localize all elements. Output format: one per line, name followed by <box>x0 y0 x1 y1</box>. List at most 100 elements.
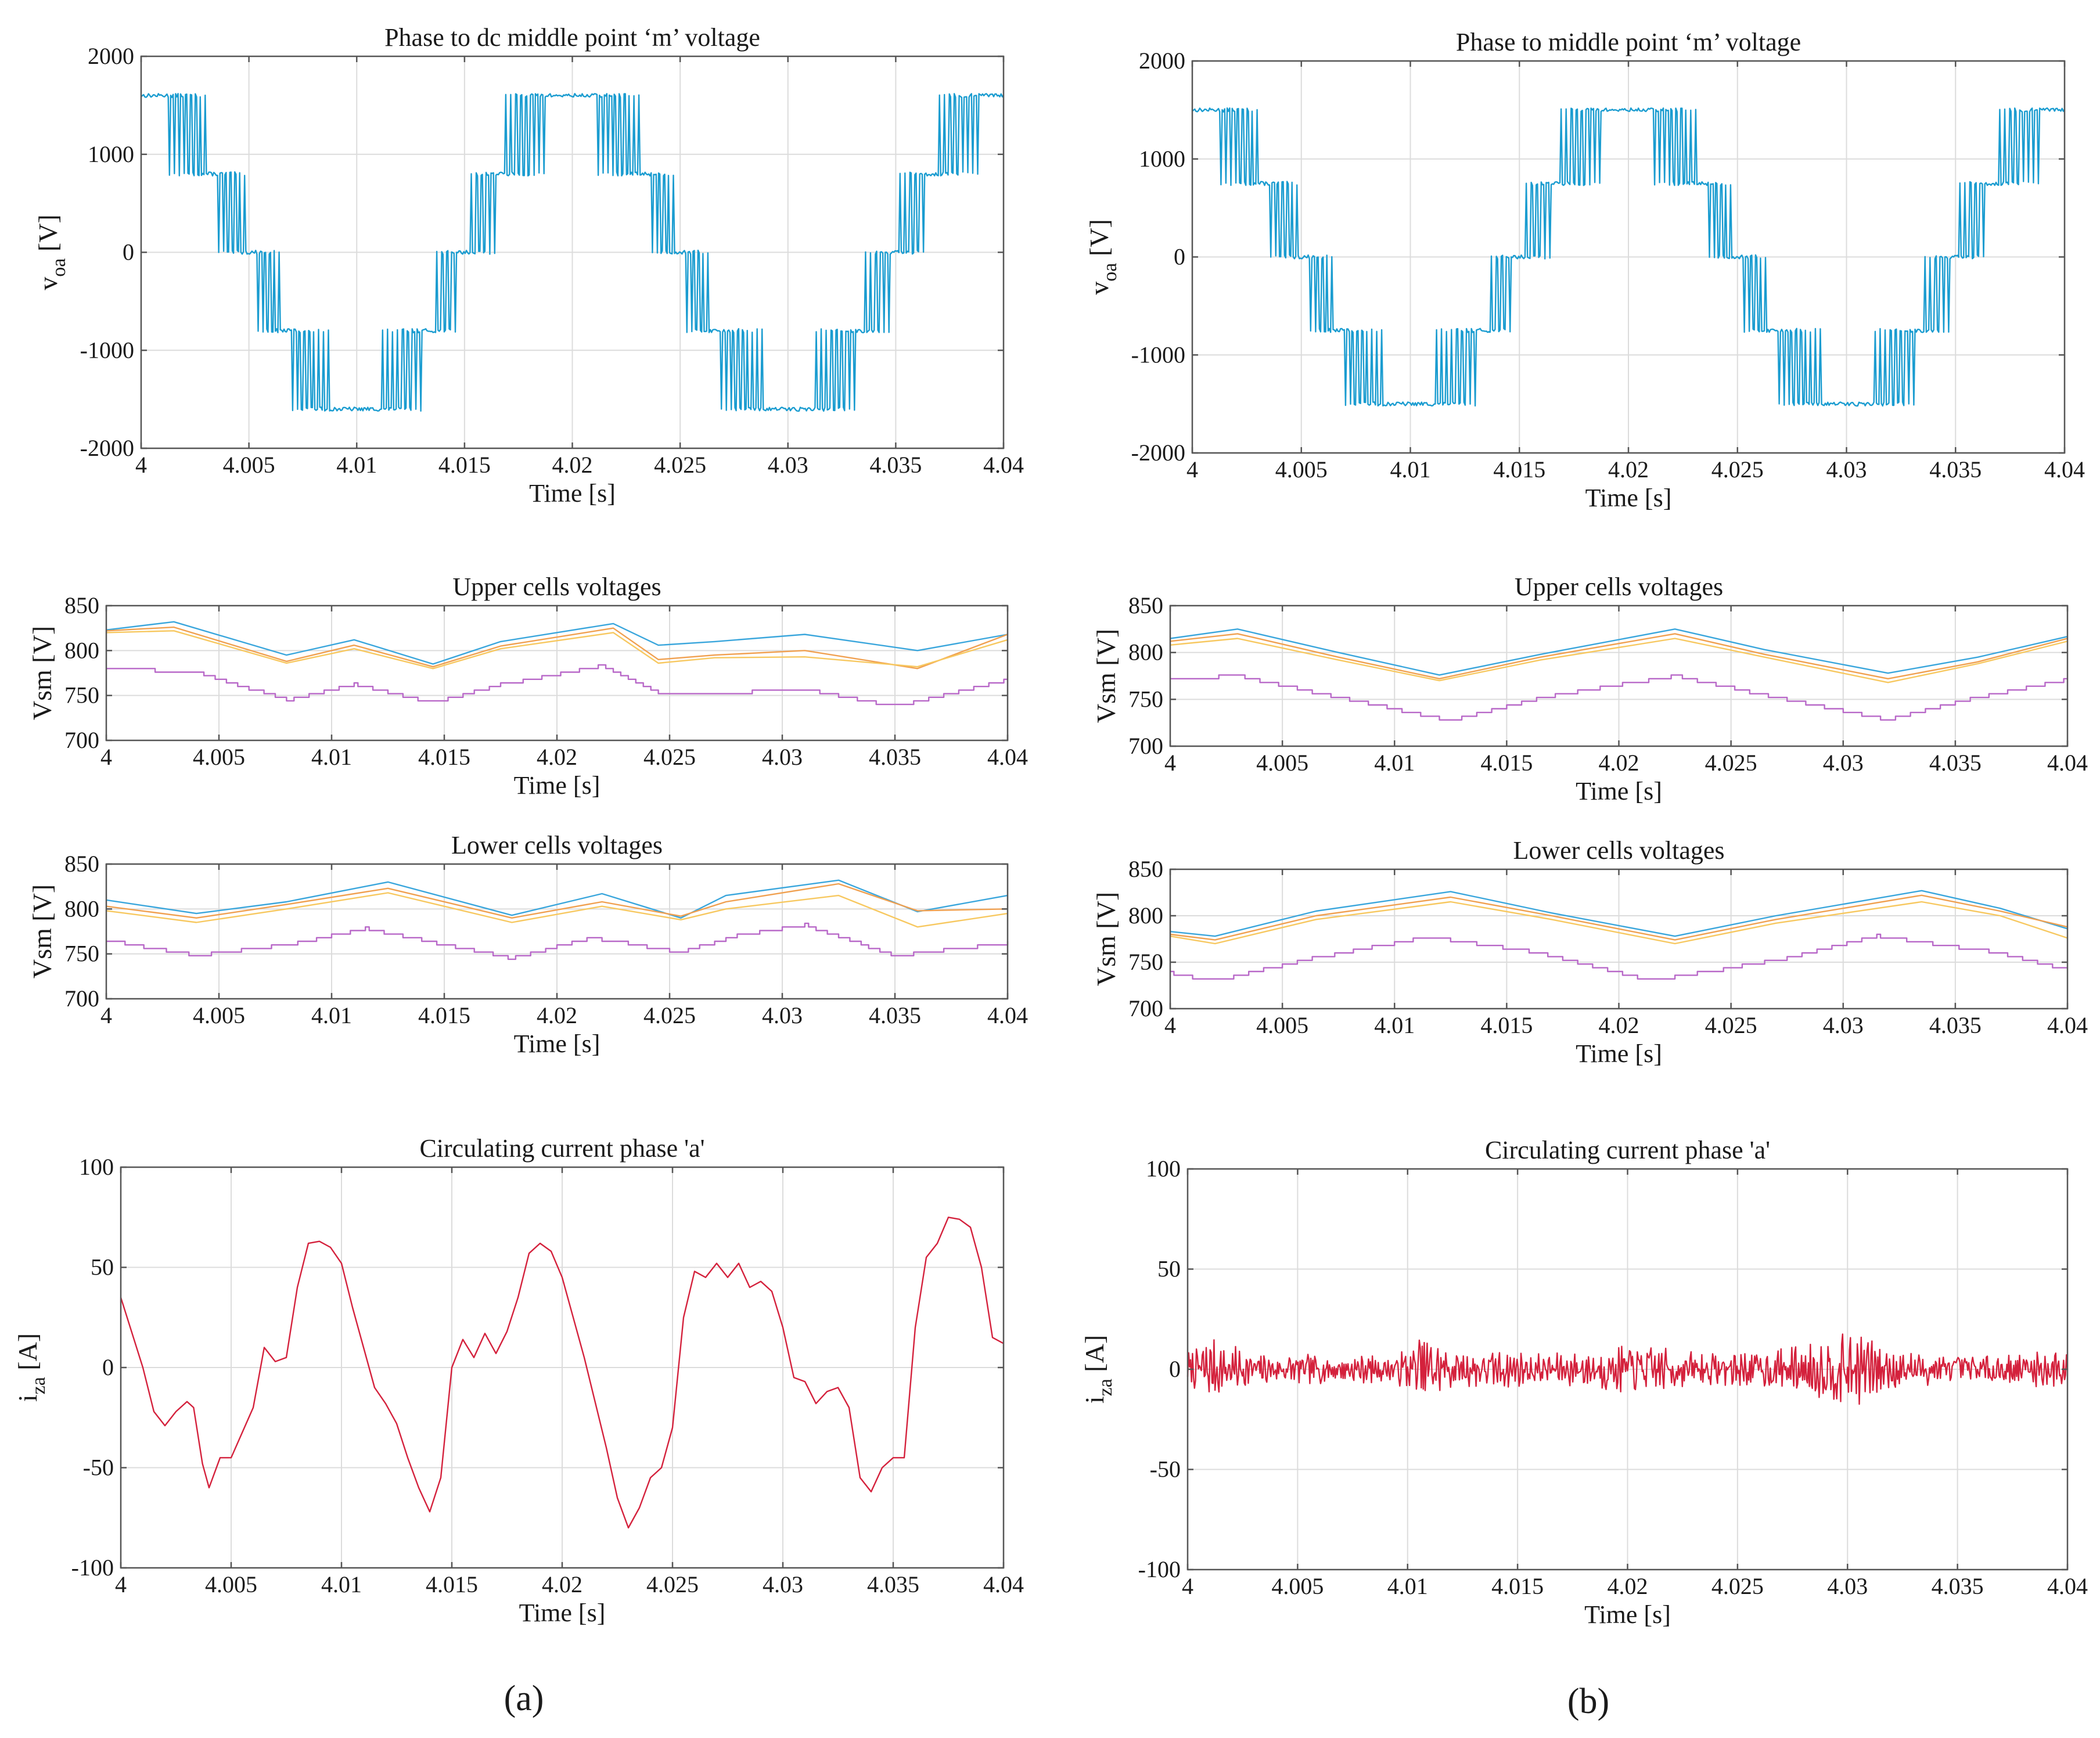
x-tick-label: 4.02 <box>1599 1012 1639 1038</box>
y-axis-label: Vsm [V] <box>27 626 57 720</box>
x-tick-label: 4.005 <box>205 1571 257 1597</box>
y-tick-label: -1000 <box>80 337 134 363</box>
y-axis-label: Vsm [V] <box>1091 629 1121 723</box>
x-tick-label: 4.005 <box>193 1002 245 1028</box>
y-tick-label: -50 <box>83 1455 114 1481</box>
x-tick-label: 4.015 <box>1491 1573 1544 1599</box>
panel-label-b: (b) <box>1567 1682 1609 1721</box>
x-tick-label: 4.015 <box>418 744 470 770</box>
series-line-cell-4 <box>106 664 1008 706</box>
x-tick-label: 4.01 <box>336 452 377 478</box>
series-line-cell-3 <box>1170 901 2068 945</box>
y-tick-label: -2000 <box>80 435 134 461</box>
x-tick-label: 4.01 <box>1374 1012 1415 1038</box>
x-tick-label: 4 <box>1164 750 1176 776</box>
x-tick-label: 4.04 <box>2044 456 2085 483</box>
x-tick-label: 4.03 <box>1826 456 1867 483</box>
y-tick-label: -2000 <box>1131 440 1185 466</box>
x-tick-label: 4 <box>100 1002 112 1028</box>
y-axis-label-main: v <box>1084 282 1114 295</box>
y-axis-label-main: i <box>1080 1396 1109 1404</box>
chart-b-upper-cells: 4 4.005 4.01 4.015 4.02 4.025 4.03 4.035 4.04 700… <box>1091 573 2088 805</box>
x-tick-label: 4.02 <box>537 744 577 770</box>
series-line-cell-3 <box>106 892 1008 928</box>
x-tick-label: 4.04 <box>983 452 1024 478</box>
chart-title: Phase to dc middle point ‘m’ voltage <box>384 23 760 52</box>
x-tick-label: 4.035 <box>869 452 922 478</box>
x-axis-label: Time [s] <box>1576 777 1662 805</box>
chart-title: Upper cells voltages <box>452 573 661 601</box>
x-tick-label: 4.01 <box>311 1002 352 1028</box>
y-tick-label: 700 <box>1128 733 1163 759</box>
y-tick-label: 1000 <box>1139 146 1185 172</box>
x-tick-label: 4 <box>1186 456 1198 483</box>
y-axis-label-subscript: za <box>1095 1379 1116 1396</box>
x-tick-label: 4.005 <box>1271 1573 1324 1599</box>
y-axis-label-main: Vsm [V] <box>1091 629 1121 723</box>
x-tick-label: 4.005 <box>1256 1012 1308 1038</box>
x-tick-label: 4.02 <box>1599 750 1639 776</box>
y-axis-label-unit: [A] <box>1080 1335 1109 1379</box>
x-tick-label: 4.025 <box>1705 750 1757 776</box>
y-tick-label: 850 <box>64 851 99 877</box>
x-axis-label: Time [s] <box>514 1030 600 1058</box>
chart-b-circulating-current: 4 4.005 4.01 4.015 4.02 4.025 4.03 4.035 4.04 -10… <box>1080 1136 2088 1629</box>
x-axis-label: Time [s] <box>1585 484 1672 512</box>
y-tick-label: 800 <box>1128 902 1163 929</box>
series-line-i-za <box>120 1217 1004 1529</box>
x-axis-label: Time [s] <box>529 479 616 508</box>
x-tick-label: 4.01 <box>1387 1573 1428 1599</box>
y-tick-label: -100 <box>71 1555 114 1581</box>
y-tick-label: 800 <box>64 895 99 922</box>
chart-title: Lower cells voltages <box>1513 836 1724 865</box>
series-line-v-oa <box>141 93 1005 412</box>
y-tick-label: 700 <box>64 985 99 1012</box>
y-tick-label: 0 <box>1169 1356 1181 1382</box>
y-axis-label: voa [V] <box>33 214 70 290</box>
y-tick-label: 750 <box>1128 949 1163 975</box>
y-tick-label: 0 <box>1174 244 1185 270</box>
chart-a-phase-voltage: 4 4.005 4.01 4.015 4.02 4.025 4.03 4.035 4.04 -20… <box>33 23 1024 508</box>
y-tick-label: -1000 <box>1131 341 1185 368</box>
series-line-i-za <box>1186 1333 2069 1405</box>
x-tick-label: 4.015 <box>438 452 491 478</box>
series-line-cell-4 <box>106 922 1009 960</box>
y-tick-label: 750 <box>64 941 99 967</box>
x-tick-label: 4.025 <box>654 452 706 478</box>
y-axis-label-unit: [V] <box>1084 219 1114 262</box>
x-tick-label: 4.02 <box>542 1571 582 1597</box>
x-tick-label: 4.04 <box>2047 1573 2088 1599</box>
x-tick-label: 4.025 <box>643 744 696 770</box>
y-tick-label: 800 <box>1128 639 1163 665</box>
y-axis-label-main: v <box>33 277 63 290</box>
x-tick-label: 4.03 <box>768 452 808 478</box>
x-tick-label: 4.03 <box>762 1002 803 1028</box>
y-tick-label: 2000 <box>88 43 134 69</box>
x-tick-label: 4.025 <box>646 1571 699 1597</box>
y-tick-label: 100 <box>1146 1156 1181 1182</box>
x-tick-label: 4.02 <box>552 452 593 478</box>
panel-label-a: (a) <box>504 1679 544 1718</box>
x-tick-label: 4.005 <box>1275 456 1328 483</box>
y-tick-label: 750 <box>1128 686 1163 712</box>
x-tick-label: 4.005 <box>1256 750 1308 776</box>
x-tick-label: 4.02 <box>1608 1573 1648 1599</box>
chart-title: Lower cells voltages <box>451 831 663 859</box>
x-tick-label: 4.015 <box>1480 750 1533 776</box>
y-axis-label: Vsm [V] <box>27 884 57 978</box>
y-tick-label: 850 <box>1128 856 1163 882</box>
y-axis-label-main: Vsm [V] <box>27 884 57 978</box>
x-tick-label: 4.04 <box>987 1002 1028 1028</box>
x-tick-label: 4.02 <box>537 1002 577 1028</box>
x-tick-label: 4.03 <box>1823 1012 1864 1038</box>
x-tick-label: 4.015 <box>418 1002 470 1028</box>
x-axis-label: Time [s] <box>514 771 600 800</box>
y-tick-label: 700 <box>64 727 99 753</box>
x-tick-label: 4 <box>135 452 147 478</box>
y-tick-label: 850 <box>64 592 99 618</box>
y-axis-label: voa [V] <box>1084 219 1121 294</box>
series-line-cell-1 <box>106 621 1008 665</box>
chart-a-circulating-current: 4 4.005 4.01 4.015 4.02 4.025 4.03 4.035 4.04 -10… <box>13 1134 1024 1627</box>
y-tick-label: 0 <box>123 239 134 265</box>
y-tick-label: -50 <box>1150 1456 1181 1482</box>
